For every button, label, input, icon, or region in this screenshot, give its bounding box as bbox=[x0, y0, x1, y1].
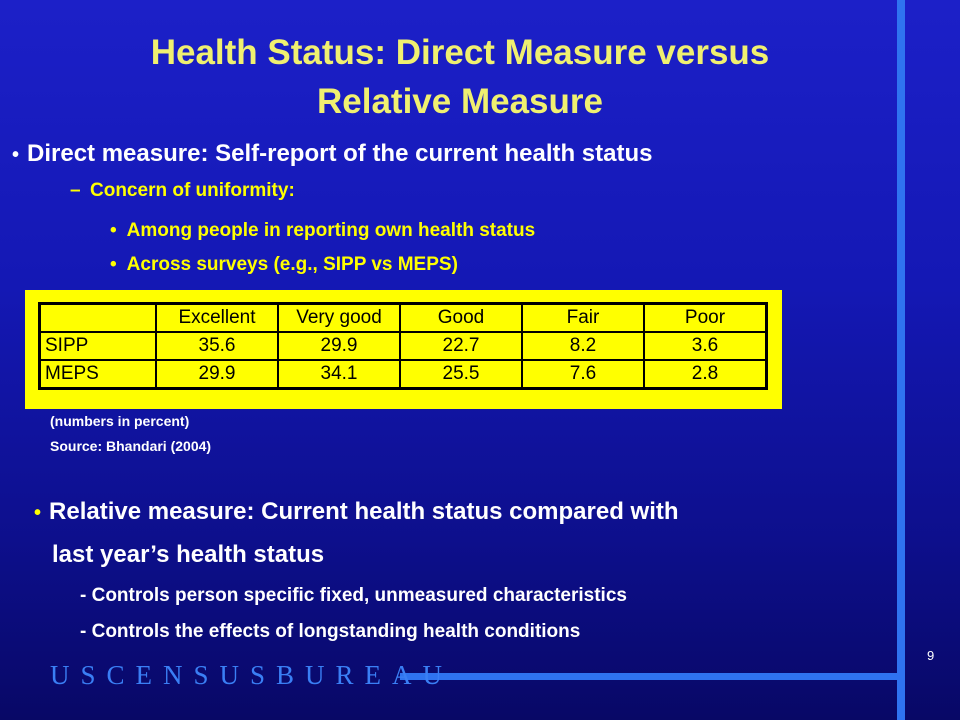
table-note-source: Source: Bhandari (2004) bbox=[50, 438, 212, 454]
value-cell: 3.6 bbox=[643, 331, 768, 361]
header-cell: Good bbox=[399, 302, 523, 333]
health-status-table: Excellent Very good Good Fair Poor SIPP … bbox=[38, 302, 768, 390]
title-line-1: Health Status: Direct Measure versus bbox=[150, 33, 770, 72]
value-cell: 29.9 bbox=[155, 359, 279, 390]
value-cell: 34.1 bbox=[277, 359, 401, 390]
page-number: 9 bbox=[927, 648, 935, 663]
value-cell: 22.7 bbox=[399, 331, 523, 361]
title-line-2: Relative Measure bbox=[317, 82, 603, 121]
dash-icon: – bbox=[70, 180, 81, 201]
header-cell: Poor bbox=[643, 302, 768, 333]
table-note-units: (numbers in percent) bbox=[50, 413, 190, 429]
control-item-fixed: - Controls person specific fixed, unmeas… bbox=[80, 585, 627, 606]
value-cell: 2.8 bbox=[643, 359, 768, 390]
header-cell: Excellent bbox=[155, 302, 279, 333]
bullet-direct-measure: • Direct measure: Self-report of the curr… bbox=[12, 140, 653, 168]
row-label-cell: SIPP bbox=[38, 331, 157, 361]
sub-bullet-people: • Among people in reporting own health st… bbox=[110, 220, 535, 242]
bullet-relative-line-1: Relative measure: Current health status … bbox=[49, 498, 679, 525]
value-cell: 29.9 bbox=[277, 331, 401, 361]
bullet-direct-measure-text: Direct measure: Self-report of the curre… bbox=[27, 140, 653, 167]
bullet-relative-measure: • Relative measure: Current health status… bbox=[34, 491, 679, 576]
dash-uniformity: – Concern of uniformity: bbox=[70, 180, 295, 202]
census-bureau-logo: USCENSUSBUREAU bbox=[50, 660, 454, 690]
table-row: MEPS 29.9 34.1 25.5 7.6 2.8 bbox=[38, 359, 768, 390]
value-cell: 25.5 bbox=[399, 359, 523, 390]
row-label-cell: MEPS bbox=[38, 359, 157, 390]
header-cell: Fair bbox=[521, 302, 645, 333]
value-cell: 35.6 bbox=[155, 331, 279, 361]
table-corner-cell bbox=[38, 302, 157, 333]
value-cell: 7.6 bbox=[521, 359, 645, 390]
sub-bullet-surveys: • Across surveys (e.g., SIPP vs MEPS) bbox=[110, 254, 458, 276]
table-row: SIPP 35.6 29.9 22.7 8.2 3.6 bbox=[38, 331, 768, 361]
bullet-relative-line-2: last year’s health status bbox=[52, 541, 325, 568]
header-cell: Very good bbox=[277, 302, 401, 333]
bullet-dot-icon: • bbox=[12, 144, 20, 166]
value-cell: 8.2 bbox=[521, 331, 645, 361]
sub-bullet-people-text: Among people in reporting own health sta… bbox=[126, 220, 536, 241]
table-panel: Excellent Very good Good Fair Poor SIPP … bbox=[25, 290, 782, 409]
bullet-dot-icon: • bbox=[110, 254, 117, 275]
horizontal-accent-bar bbox=[400, 673, 897, 680]
dash-uniformity-text: Concern of uniformity: bbox=[90, 180, 295, 201]
control-item-longstanding: - Controls the effects of longstanding h… bbox=[80, 621, 581, 642]
vertical-accent-bar bbox=[897, 0, 905, 720]
slide-title: Health Status: Direct Measure versus Rel… bbox=[20, 28, 900, 126]
sub-bullet-surveys-text: Across surveys (e.g., SIPP vs MEPS) bbox=[126, 254, 458, 275]
bullet-dot-icon: • bbox=[34, 502, 42, 524]
table-header-row: Excellent Very good Good Fair Poor bbox=[38, 302, 768, 333]
bullet-dot-icon: • bbox=[110, 220, 117, 241]
